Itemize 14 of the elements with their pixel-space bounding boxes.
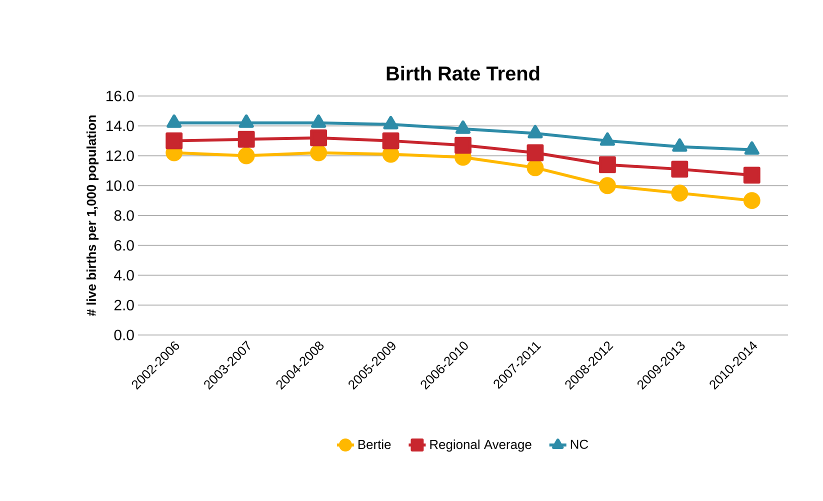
y-tick-label: 16.0 [106, 90, 134, 102]
y-tick-label: 4.0 [114, 270, 134, 281]
y-tick-label: 8.0 [114, 210, 134, 221]
y-tick-label: 14.0 [106, 120, 134, 132]
legend-label: Bertie [358, 440, 391, 450]
legend-label: Regional Average [430, 440, 532, 452]
legend-label: NC [570, 440, 588, 449]
y-tick-label: 6.0 [114, 240, 134, 251]
y-tick-label: 0.0 [114, 330, 134, 340]
y-tick-label: 2.0 [114, 300, 134, 310]
chart-title: Birth Rate Trend [386, 66, 540, 81]
y-tick-label: 10.0 [106, 180, 134, 191]
y-tick-label: 12.0 [106, 150, 134, 162]
y-axis-title: # live births per 1,000 population [86, 116, 99, 316]
